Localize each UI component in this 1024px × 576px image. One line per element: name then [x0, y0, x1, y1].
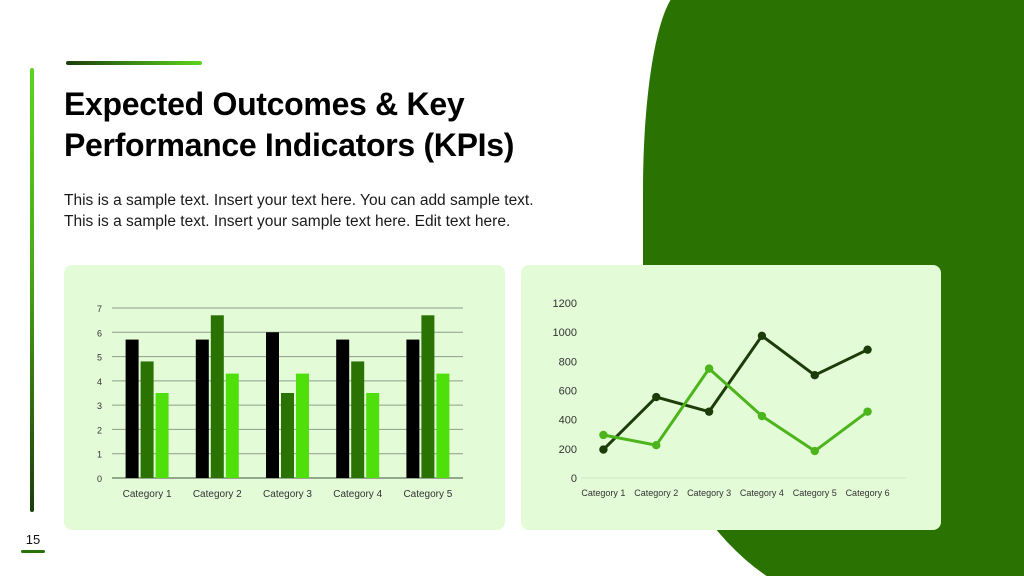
- body-line-2: This is a sample text. Insert your sampl…: [64, 213, 511, 230]
- y-tick-label: 2: [97, 425, 102, 435]
- bar-chart: 0 1 2 3 4 5 6 7 Category 1 Category 2 Category 3 Ca…: [97, 304, 463, 500]
- line-series: [602, 334, 869, 451]
- bar: [125, 339, 139, 478]
- x-tick-label: Category 1: [123, 489, 172, 500]
- x-tick-label: Category 6: [846, 488, 890, 498]
- left-accent-bar: [30, 68, 34, 512]
- bar: [195, 339, 209, 478]
- data-point-marker: [704, 407, 714, 416]
- title-line-1: Expected Outcomes & Key: [64, 86, 465, 122]
- data-point-marker: [810, 370, 819, 380]
- y-tick-label: 0: [97, 474, 102, 484]
- data-point-marker: [599, 445, 608, 454]
- data-point-marker: [757, 411, 767, 421]
- line-chart-card: 0 200 400 600 800 1000 1200 Category 1 Category …: [521, 265, 941, 530]
- y-tick-label: 3: [97, 401, 102, 411]
- x-tick-label: Category 2: [193, 489, 242, 500]
- bar: [336, 339, 350, 478]
- bar: [351, 361, 365, 478]
- bar: [140, 361, 154, 478]
- x-tick-label: Category 1: [581, 488, 625, 498]
- y-tick-label: 1: [97, 450, 102, 460]
- slide-body-text: This is a sample text. Insert your text …: [64, 190, 624, 232]
- y-tick-label: 200: [559, 444, 577, 456]
- bar: [210, 315, 224, 478]
- bar: [436, 373, 450, 478]
- bar: [421, 315, 435, 478]
- x-tick-label: Category 3: [687, 488, 731, 498]
- line-series: [603, 367, 869, 453]
- y-tick-label: 1000: [553, 327, 577, 339]
- title-line-2: Performance Indicators (KPIs): [64, 127, 515, 163]
- line-chart: 0 200 400 600 800 1000 1200 Category 1 Category …: [553, 298, 906, 498]
- y-tick-label: 7: [97, 304, 102, 314]
- data-point-marker: [599, 430, 608, 440]
- x-tick-label: Category 3: [263, 489, 312, 500]
- data-point-marker: [704, 364, 714, 373]
- bar: [155, 393, 169, 478]
- page-number-rule: [21, 550, 45, 553]
- data-point-marker: [652, 440, 661, 450]
- data-point-marker: [863, 407, 872, 416]
- y-tick-label: 0: [571, 473, 577, 485]
- title-accent-rule: [66, 61, 202, 65]
- x-tick-label: Category 5: [793, 488, 837, 498]
- y-tick-label: 400: [559, 415, 577, 427]
- y-tick-label: 4: [97, 377, 102, 387]
- x-tick-label: Category 4: [333, 489, 382, 500]
- slide-title: Expected Outcomes & Key Performance Indi…: [64, 84, 624, 166]
- bar: [281, 393, 294, 478]
- bar-chart-card: 0 1 2 3 4 5 6 7 Category 1 Category 2 Category 3 Ca…: [64, 265, 505, 530]
- body-line-1: This is a sample text. Insert your text …: [64, 192, 534, 209]
- y-tick-label: 6: [97, 328, 102, 338]
- bar: [225, 373, 239, 478]
- data-point-marker: [652, 392, 661, 402]
- x-tick-label: Category 5: [403, 489, 452, 500]
- bar: [266, 332, 279, 478]
- page-number: 15: [25, 532, 41, 547]
- data-point-marker: [810, 446, 819, 456]
- y-tick-label: 600: [559, 386, 577, 398]
- x-tick-label: Category 2: [634, 488, 678, 498]
- x-tick-label: Category 4: [740, 488, 784, 498]
- y-tick-label: 5: [97, 353, 102, 363]
- y-tick-label: 800: [559, 356, 577, 368]
- bar: [366, 393, 380, 478]
- data-point-marker: [863, 345, 872, 354]
- bar: [296, 373, 309, 478]
- y-tick-label: 1200: [553, 298, 577, 310]
- data-point-marker: [757, 331, 767, 341]
- bar: [406, 339, 420, 478]
